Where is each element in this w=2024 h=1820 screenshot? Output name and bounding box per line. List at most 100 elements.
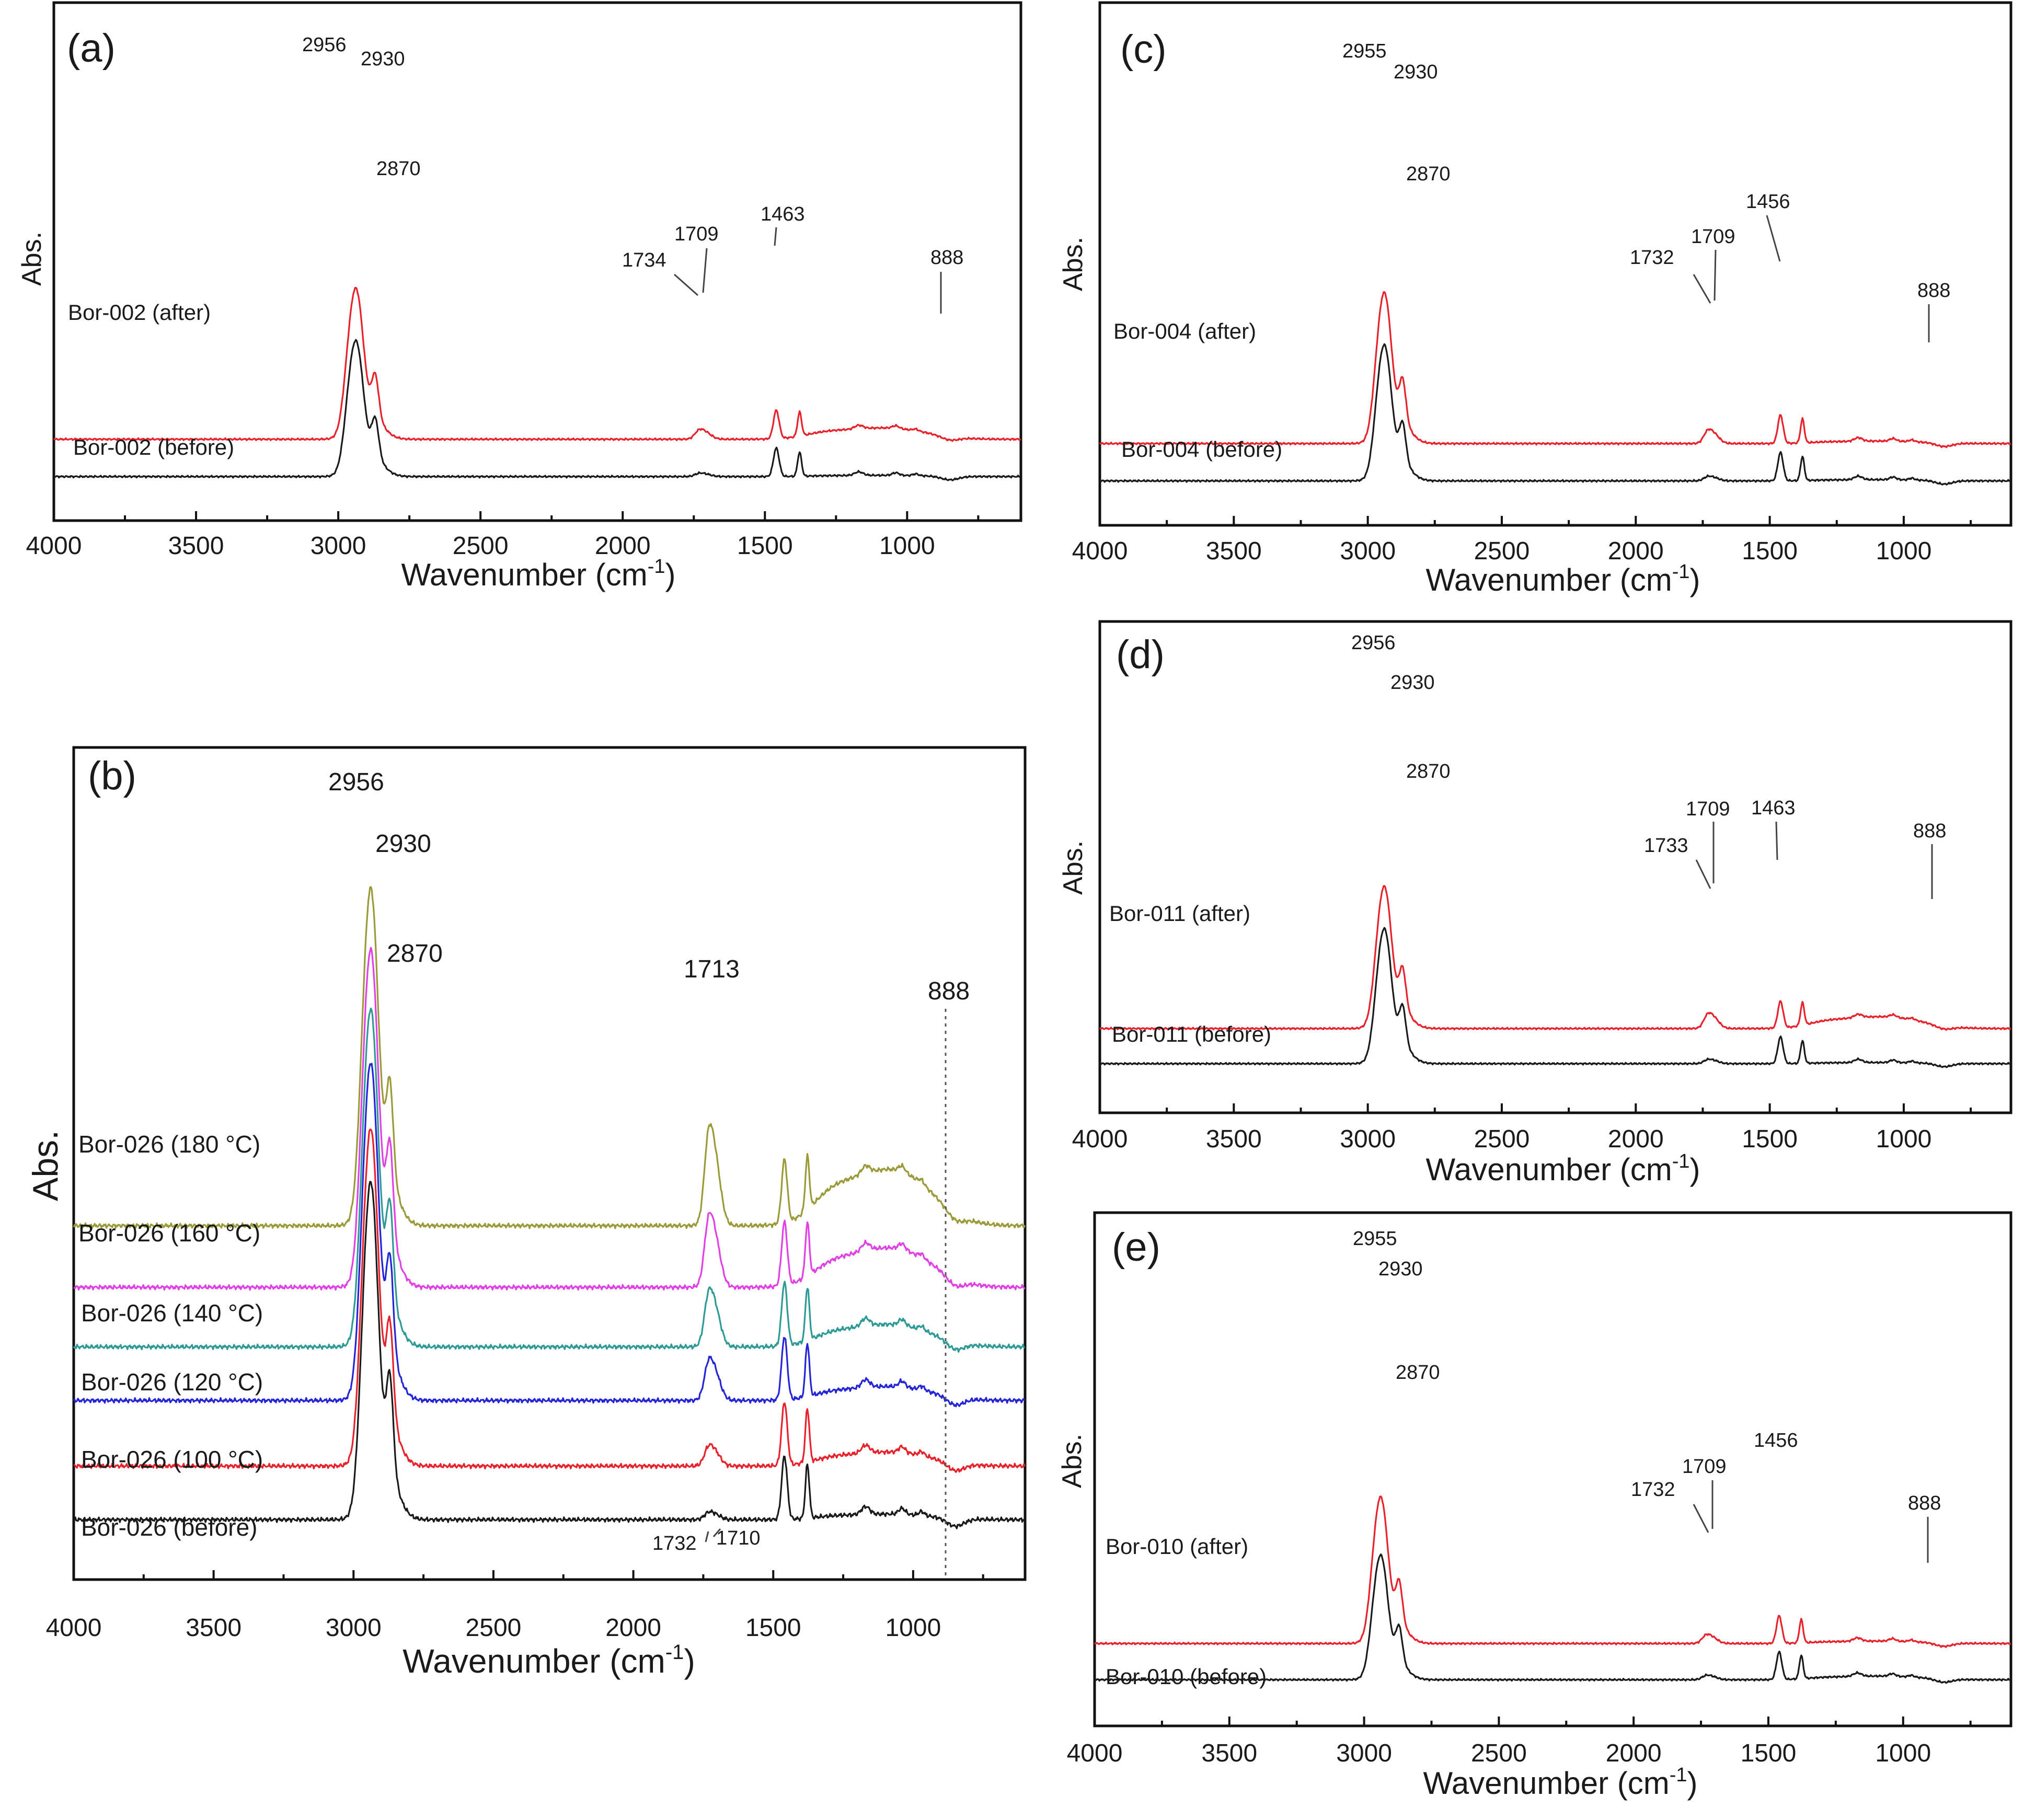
peak-label: 1732 [1631,1479,1675,1501]
spectrum-line [1099,927,2011,1068]
leader-line [712,1528,721,1537]
peak-label: 2870 [376,158,421,180]
peak-label: 1456 [1746,191,1790,213]
x-tick-label: 4000 [26,532,82,560]
peak-label: 888 [930,247,963,269]
x-tick-label: 2500 [453,532,509,560]
spectrum-line [1099,885,2011,1031]
series-label-before: Bor-026 (before) [81,1514,258,1541]
y-axis-label: Abs. [1058,840,1088,895]
peak-label: 2930 [1394,61,1438,83]
spectrum-line [1094,1553,2011,1684]
peak-label: 888 [928,977,970,1005]
spectrum-line [73,1181,1026,1529]
plot-frame [1098,620,2012,1114]
x-tick-labels: 4000 3500 3000 2500 2000 1500 1000 [46,1614,941,1642]
leader-line [1766,215,1781,262]
peak-label: 2870 [1396,1362,1440,1384]
peak-label: 1732 [652,1533,697,1554]
panel-label: (b) [88,754,136,798]
x-tick-label: 4000 [46,1614,102,1642]
series-label-120: Bor-026 (120 °C) [81,1368,263,1396]
peak-label: 1463 [1751,797,1796,819]
x-tick-label: 3500 [1201,1740,1257,1767]
panel-label: (a) [67,26,116,71]
plot-frame [1098,1,2012,527]
x-tick-label: 2000 [1608,1125,1664,1153]
spectrum-line [1099,343,2011,486]
x-tick-label: 2500 [466,1614,522,1642]
panel-a: 4000 3500 3000 2500 2000 1500 1000 Wavenumber … [17,1,1022,592]
peak-label: 1709 [1682,1456,1727,1478]
peak-label: 2870 [1406,761,1451,782]
spectrum-line [73,1007,1025,1353]
x-tick-label: 1000 [879,532,935,560]
leader-line [1714,249,1717,301]
leader-line [774,227,777,246]
panel-label: (c) [1120,27,1167,72]
spectrum-line [1099,291,2011,448]
spectrum-line [73,1063,1026,1408]
x-tick-label: 2500 [1474,1125,1530,1153]
spectrum-line [1094,1495,2011,1648]
x-tick-label: 1000 [1876,537,1932,565]
peak-label: 888 [1913,820,1946,842]
x-tick-label: 3000 [326,1614,382,1642]
peak-annotations: 2956 2930 2870 1713 888 1732 1710 [328,768,970,1554]
x-tick-label: 1500 [745,1614,801,1642]
peak-label: 1709 [1691,226,1735,248]
y-axis-label: Abs. [1058,237,1088,291]
peak-label: 1713 [684,955,740,983]
panel-b: 4000 3500 3000 2500 2000 1500 1000 Wavenumber … [26,746,1027,1680]
x-axis-label: Wavenumber (cm-1) [1426,561,1700,597]
spectra [73,886,1026,1529]
y-axis-label: Abs. [26,1130,65,1201]
peak-annotations: 2955 2930 2870 1732 1709 1456 888 [1342,40,1950,342]
peak-annotations: 2956 2930 2870 1733 1709 1463 888 [1351,632,1946,899]
panel-label: (e) [1112,1225,1160,1270]
peak-label: 1710 [716,1527,761,1549]
peak-label: 2956 [1351,632,1396,654]
series-label-140: Bor-026 (140 °C) [81,1299,263,1327]
spectrum-line [73,886,1026,1229]
x-tick-label: 2500 [1471,1740,1527,1767]
x-axis-label: Wavenumber (cm-1) [1423,1764,1698,1801]
x-tick-label: 1000 [1875,1740,1931,1767]
peak-label: 2930 [1390,672,1435,694]
peak-label: 1734 [622,249,666,271]
peak-annotations: 2956 2930 2870 1734 1709 1463 888 [302,34,963,314]
peak-label: 1732 [1630,247,1674,269]
peak-label: 2955 [1342,40,1387,62]
x-tick-label: 2000 [605,1614,661,1642]
series-label-after: Bor-011 (after) [1109,901,1250,926]
x-ticks [73,1570,984,1580]
series-label-before: Bor-011 (before) [1112,1022,1271,1046]
x-axis-label: Wavenumber (cm-1) [1426,1150,1700,1187]
panel-d: 4000 3500 3000 2500 2000 1500 1000 Wavenumber … [1058,620,2012,1187]
x-tick-labels: 4000 3500 3000 2500 2000 1500 1000 [26,532,935,560]
spectra [1099,885,2011,1068]
spectrum-line [53,286,1021,442]
x-tick-label: 4000 [1072,1125,1128,1153]
peak-label: 2870 [1406,163,1451,185]
peak-label: 2870 [387,940,443,967]
leader-line [1693,274,1711,304]
peak-label: 2956 [328,768,384,796]
x-tick-labels: 4000 3500 3000 2500 2000 1500 1000 [1072,537,1932,565]
x-axis-label: Wavenumber (cm-1) [402,1641,695,1680]
x-tick-label: 3000 [1340,537,1396,565]
x-tick-labels: 4000 3500 3000 2500 2000 1500 1000 [1072,1125,1932,1153]
peak-label: 2930 [375,830,431,858]
x-tick-label: 3500 [1206,1125,1262,1153]
peak-label: 1463 [761,203,805,225]
leader-line [1775,821,1778,860]
spectra [1094,1495,2011,1684]
x-tick-label: 3500 [1206,537,1262,565]
x-tick-label: 2000 [1606,1740,1662,1767]
spectra [1099,291,2011,486]
series-label-after: Bor-004 (after) [1113,319,1256,343]
series-label-before: Bor-004 (before) [1121,437,1282,462]
peak-label: 1456 [1754,1430,1798,1452]
x-tick-labels: 4000 3500 3000 2500 2000 1500 1000 [1067,1740,1931,1767]
